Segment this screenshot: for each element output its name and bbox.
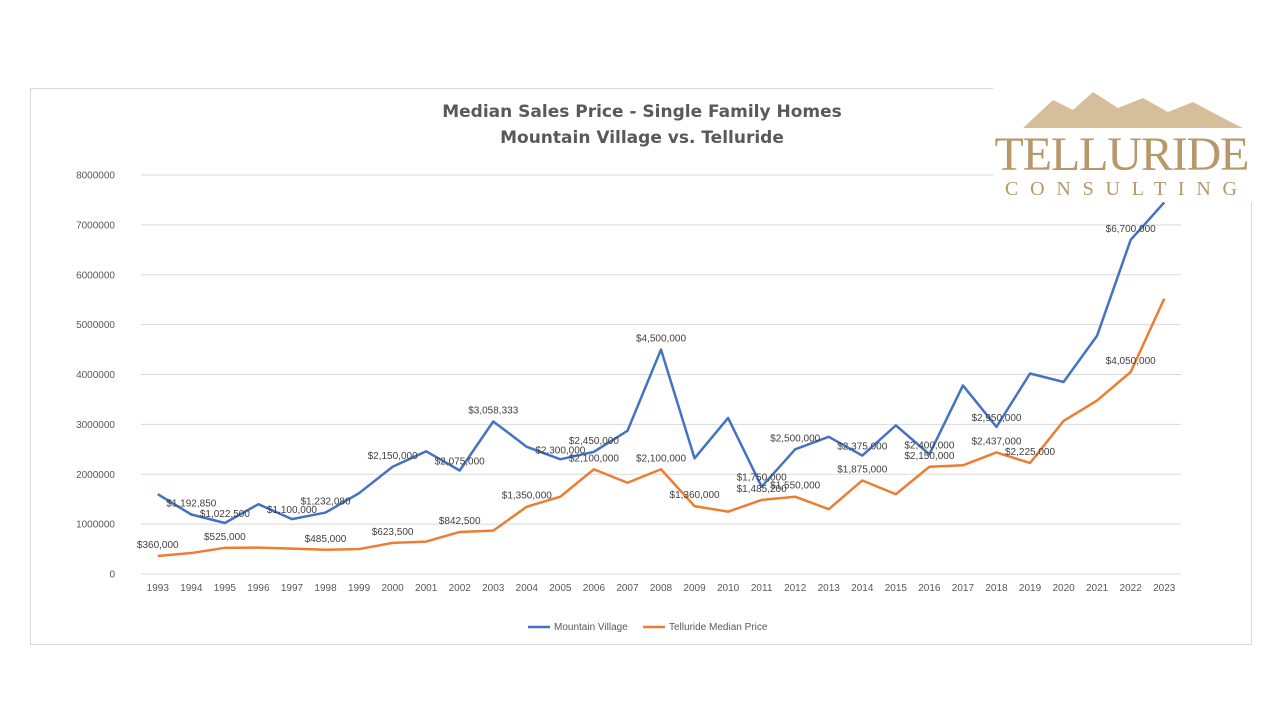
chart-frame: Median Sales Price - Single Family Homes… [30,88,1252,645]
series-line-telluride [157,298,1166,558]
data-label: $1,232,080 [300,497,350,508]
x-tick-label: 2006 [583,583,606,594]
x-tick-label: 2004 [516,583,539,594]
data-label: $1,875,000 [837,464,887,475]
data-label: $2,400,000 [904,440,954,451]
data-label: $1,750,000 [737,473,787,484]
x-tick-label: 2016 [918,583,941,594]
y-tick-label: 0 [109,570,115,581]
svg-text:TELLURIDE: TELLURIDE [995,128,1250,181]
y-tick-label: 5000000 [76,320,115,331]
data-label: $360,000 [137,540,179,551]
x-tick-label: 1994 [180,583,203,594]
x-tick-label: 2009 [683,583,706,594]
mountain-icon [1023,92,1243,128]
data-label: $623,500 [372,527,414,538]
x-tick-label: 2013 [818,583,841,594]
y-tick-label: 8000000 [76,171,115,182]
data-label: $2,437,000 [971,436,1021,447]
y-tick-label: 7000000 [76,220,115,231]
data-label: $1,350,000 [502,491,552,502]
x-tick-label: 2007 [616,583,639,594]
data-label: $2,075,000 [435,457,485,468]
data-label: $1,360,000 [670,490,720,501]
chart-subtitle: Mountain Village vs. Telluride [500,128,784,148]
x-tick-label: 2012 [784,583,807,594]
x-tick-label: 1999 [348,583,371,594]
data-label: $2,225,000 [1005,447,1055,458]
data-label: $1,100,000 [267,505,317,516]
legend-label: Mountain Village [554,622,628,633]
data-label: $2,150,000 [904,451,954,462]
data-label: $2,300,000 [535,445,585,456]
y-tick-label: 6000000 [76,270,115,281]
x-tick-label: 2002 [449,583,472,594]
data-label: $3,058,333 [468,405,518,416]
x-tick-label: 2021 [1086,583,1109,594]
y-tick-label: 3000000 [76,420,115,431]
data-label: $1,022,500 [200,509,250,520]
x-tick-label: 2000 [381,583,404,594]
y-tick-label: 2000000 [76,470,115,481]
x-tick-label: 2017 [952,583,975,594]
data-label: $485,000 [305,534,347,545]
x-tick-label: 2019 [1019,583,1042,594]
y-tick-label: 4000000 [76,370,115,381]
x-tick-label: 2015 [885,583,908,594]
line-chart: Median Sales Price - Single Family Homes… [76,102,1181,633]
series-line-mountain-village [157,201,1166,525]
x-tick-label: 1996 [247,583,270,594]
x-tick-label: 1997 [281,583,304,594]
x-tick-label: 2023 [1153,583,1176,594]
data-label: $1,485,200 [737,484,787,495]
data-label: $2,950,000 [971,413,1021,424]
chart-title: Median Sales Price - Single Family Homes [442,102,842,122]
data-label: $1,192,850 [166,499,216,510]
x-tick-label: 2008 [650,583,673,594]
data-label: $6,700,000 [1106,224,1156,235]
svg-text:CONSULTING: CONSULTING [1005,178,1245,200]
data-label: $2,100,000 [636,453,686,464]
x-tick-label: 1995 [214,583,237,594]
telluride-consulting-logo: TELLURIDE CONSULTING [993,88,1252,202]
data-label: $4,500,000 [636,334,686,345]
x-tick-label: 2020 [1052,583,1075,594]
x-tick-label: 2001 [415,583,438,594]
data-label: $4,050,000 [1106,356,1156,367]
x-tick-label: 2003 [482,583,505,594]
data-label: $525,000 [204,532,246,543]
data-label: $2,150,000 [368,451,418,462]
data-label: $2,100,000 [569,453,619,464]
x-tick-label: 1998 [314,583,337,594]
data-label: $2,500,000 [770,433,820,444]
x-tick-label: 2022 [1120,583,1143,594]
data-label: $2,450,000 [569,436,619,447]
data-label: $1,550,000 [770,481,820,492]
legend-label: Telluride Median Price [669,622,768,633]
data-label: $842,500 [439,516,481,527]
x-tick-label: 2010 [717,583,740,594]
x-tick-label: 2011 [751,583,773,594]
x-tick-label: 1993 [147,583,170,594]
y-tick-label: 1000000 [76,520,115,531]
x-tick-label: 2005 [549,583,572,594]
data-label: $2,375,000 [837,442,887,453]
x-tick-label: 2014 [851,583,874,594]
x-tick-label: 2018 [985,583,1008,594]
